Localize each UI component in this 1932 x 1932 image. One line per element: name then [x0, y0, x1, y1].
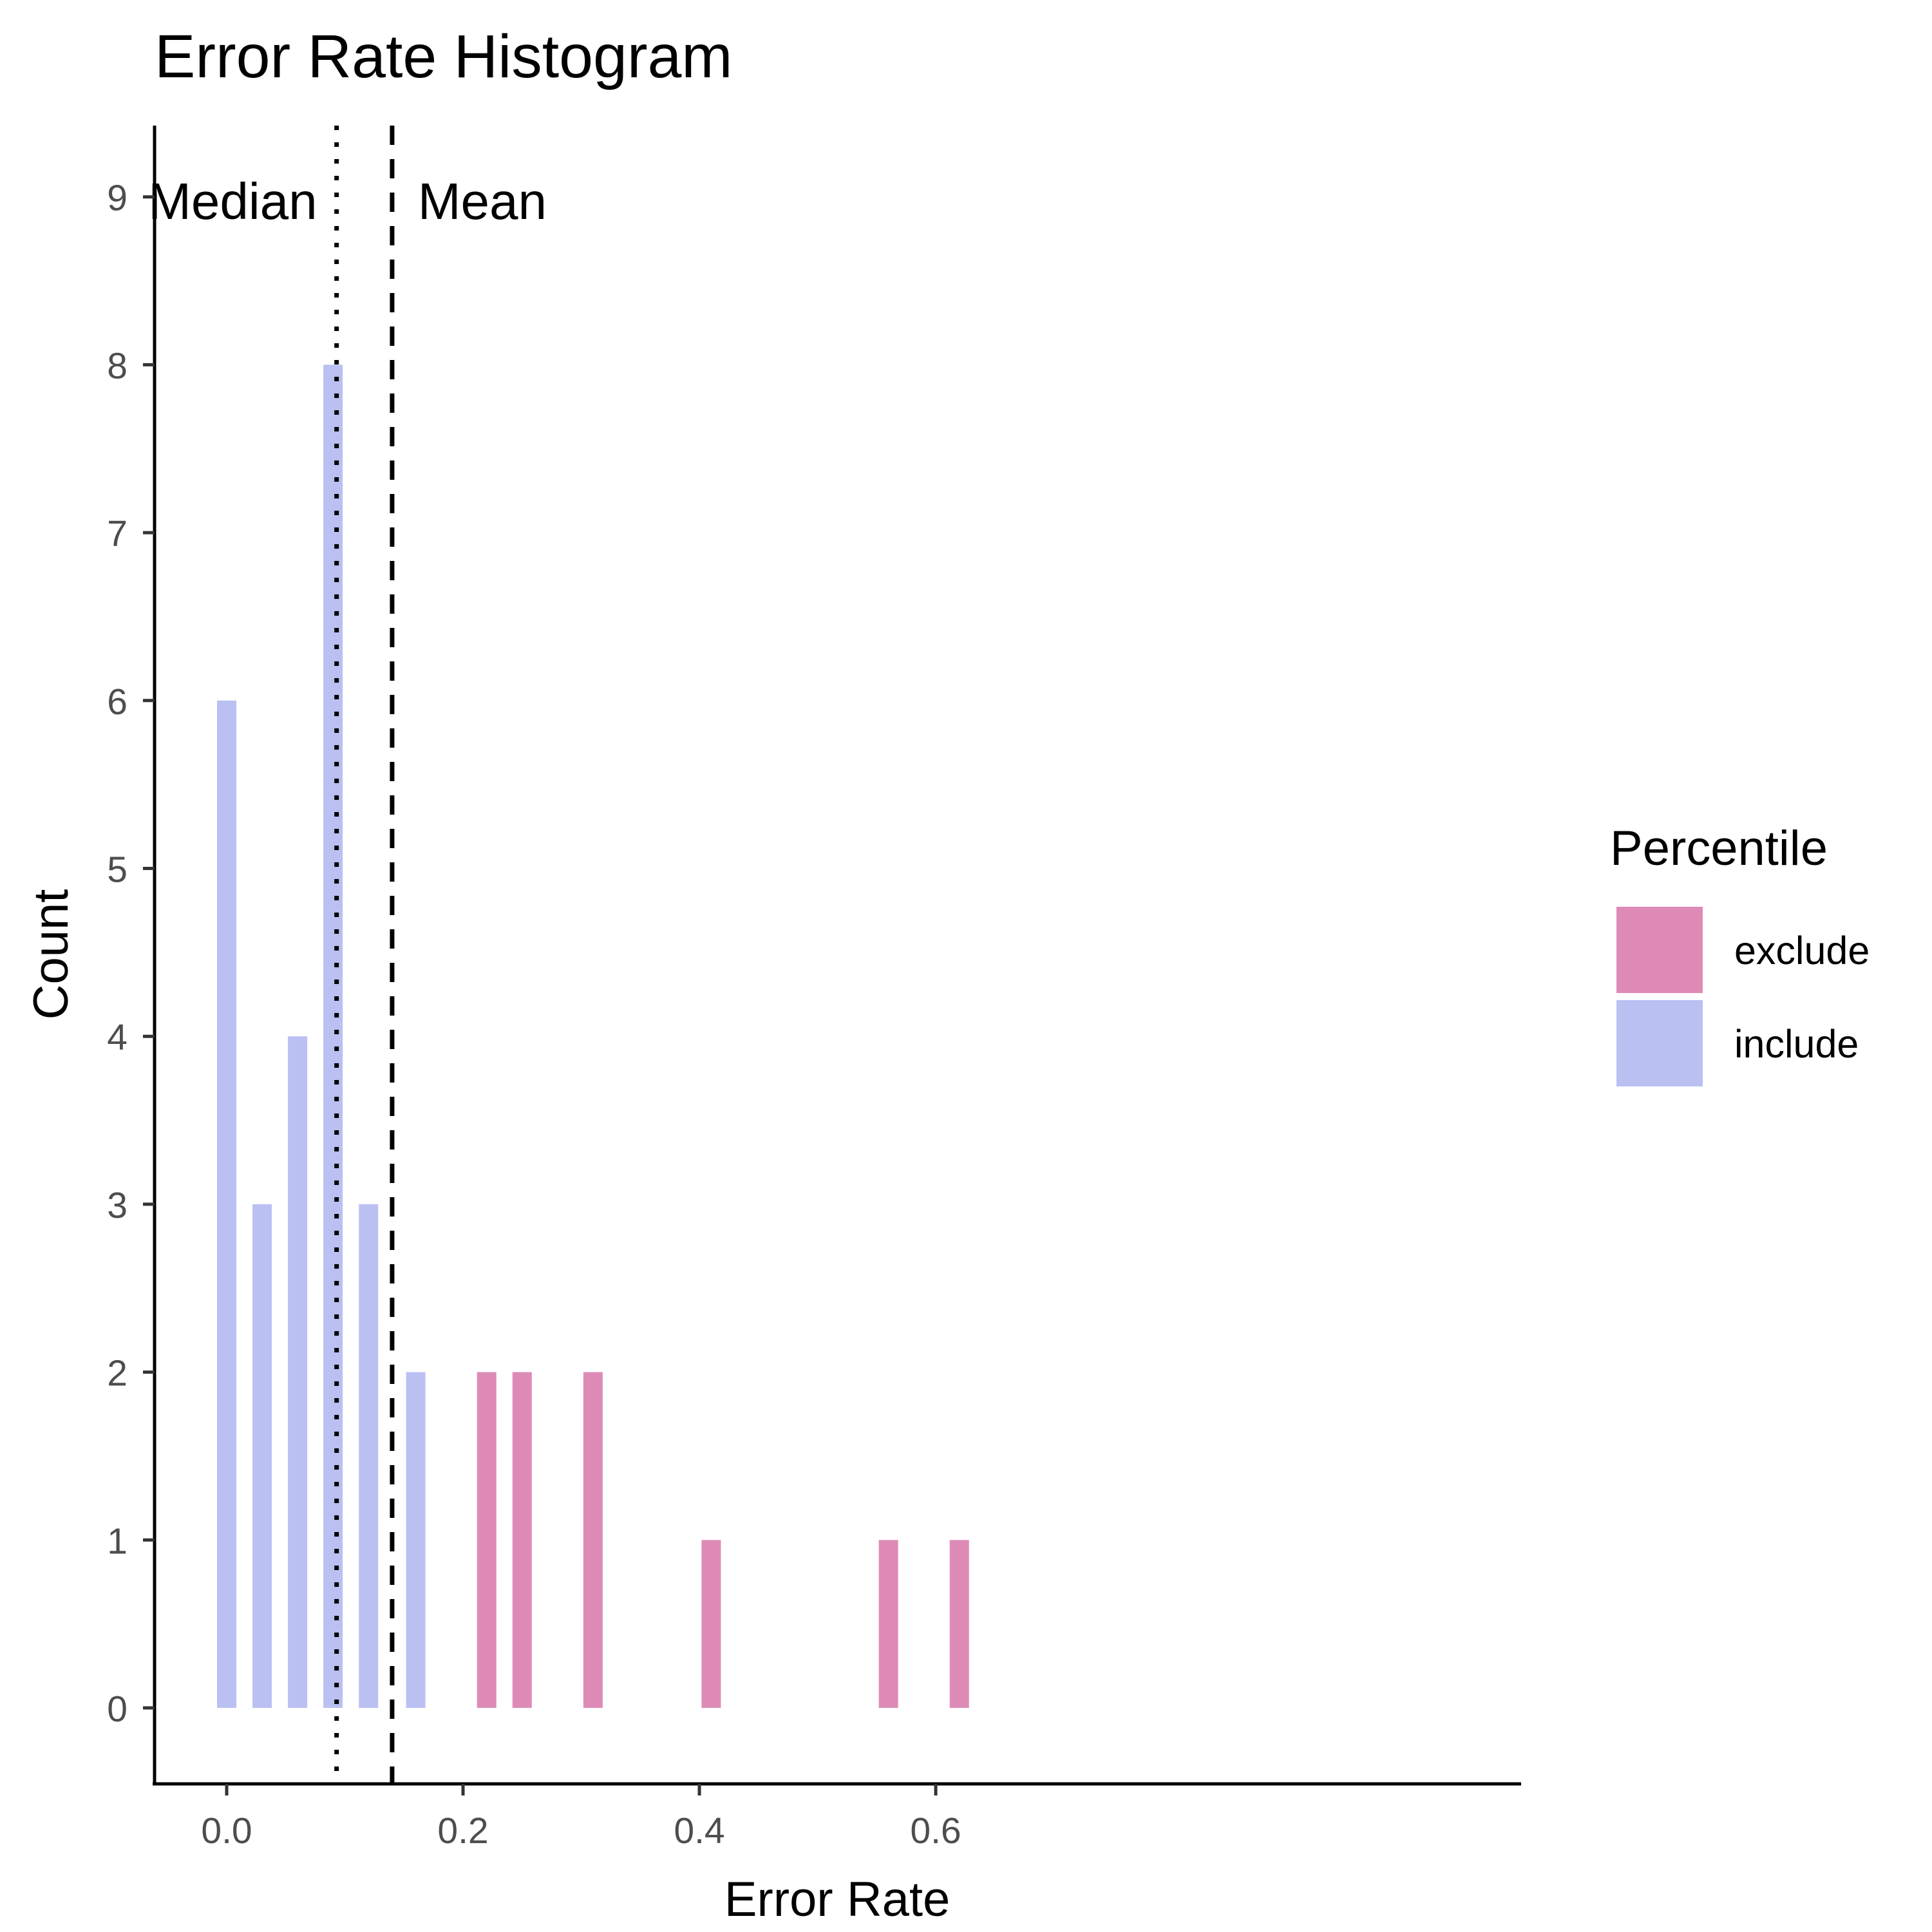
y-tick-label-2: 2 — [107, 1353, 128, 1394]
legend-label-exclude: exclude — [1734, 929, 1870, 972]
legend-title: Percentile — [1610, 821, 1828, 876]
x-ticks-layer: 0.0 0.2 0.4 0.6 — [201, 1784, 961, 1852]
chart-title: Error Rate Histogram — [155, 23, 732, 91]
bar-exclude-4 — [878, 1540, 898, 1708]
y-tick-label-9: 9 — [107, 178, 128, 219]
bar-exclude-1 — [512, 1372, 532, 1708]
bar-include-0 — [217, 700, 236, 1708]
x-axis-title: Error Rate — [724, 1872, 951, 1927]
legend-key-include — [1616, 1000, 1703, 1086]
y-ticks-layer: 0 1 2 3 4 5 6 7 8 9 — [107, 178, 155, 1730]
bar-include-4 — [359, 1204, 379, 1708]
bar-exclude-2 — [583, 1372, 603, 1708]
y-tick-label-1: 1 — [107, 1520, 128, 1562]
bars-layer — [217, 365, 969, 1709]
bar-include-2 — [288, 1036, 308, 1708]
ref-label-mean: Mean — [418, 173, 547, 230]
bar-include-5 — [406, 1372, 426, 1708]
y-axis-title: Count — [24, 889, 79, 1020]
ref-label-median: Median — [148, 173, 317, 230]
y-tick-label-8: 8 — [107, 345, 128, 386]
x-tick-label-2: 0.4 — [674, 1810, 724, 1852]
legend: Percentile exclude include — [1610, 821, 1870, 1086]
y-tick-label-7: 7 — [107, 513, 128, 554]
x-tick-label-1: 0.2 — [437, 1810, 488, 1852]
x-tick-label-0: 0.0 — [201, 1810, 252, 1852]
y-tick-label-4: 4 — [107, 1017, 128, 1058]
legend-label-include: include — [1734, 1022, 1859, 1066]
bar-exclude-0 — [477, 1372, 497, 1708]
y-tick-label-3: 3 — [107, 1185, 128, 1226]
x-tick-label-3: 0.6 — [910, 1810, 961, 1852]
reference-lines-layer: Median Mean — [148, 126, 547, 1784]
y-tick-label-0: 0 — [107, 1689, 128, 1730]
bar-exclude-5 — [949, 1540, 969, 1708]
bar-include-3 — [323, 365, 343, 1709]
bar-include-1 — [252, 1204, 272, 1708]
y-tick-label-6: 6 — [107, 681, 128, 723]
y-tick-label-5: 5 — [107, 849, 128, 891]
legend-key-exclude — [1616, 907, 1703, 993]
bar-exclude-3 — [701, 1540, 721, 1708]
